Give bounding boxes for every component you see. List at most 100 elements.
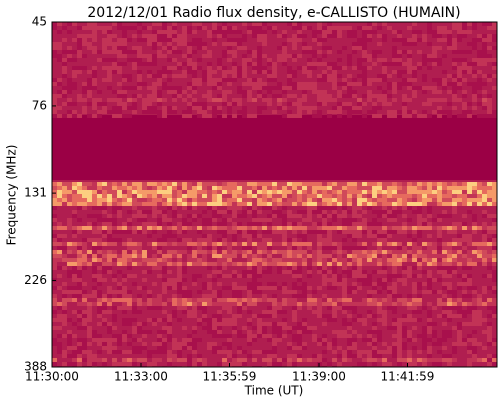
pixel: [87, 214, 92, 218]
pixel: [172, 98, 177, 102]
pixel: [457, 342, 462, 346]
pixel: [337, 102, 342, 106]
pixel: [87, 42, 92, 46]
pixel: [212, 278, 217, 282]
pixel: [422, 110, 427, 114]
pixel: [237, 90, 242, 94]
pixel: [217, 62, 222, 66]
pixel: [117, 306, 122, 310]
pixel: [62, 190, 67, 194]
pixel: [187, 70, 192, 74]
pixel: [397, 226, 402, 230]
pixel: [387, 210, 392, 214]
pixel: [462, 322, 467, 326]
pixel: [262, 194, 267, 198]
pixel: [112, 194, 117, 198]
pixel: [457, 26, 462, 30]
pixel: [452, 298, 457, 302]
pixel: [117, 226, 122, 230]
pixel: [292, 346, 297, 350]
pixel: [212, 242, 217, 246]
pixel: [402, 230, 407, 234]
pixel: [372, 106, 377, 110]
pixel: [252, 242, 257, 246]
pixel: [197, 202, 202, 206]
pixel: [202, 110, 207, 114]
pixel: [242, 74, 247, 78]
pixel: [372, 182, 377, 186]
pixel: [237, 330, 242, 334]
pixel: [307, 190, 312, 194]
pixel: [447, 258, 452, 262]
pixel: [302, 66, 307, 70]
pixel: [122, 90, 127, 94]
pixel: [457, 306, 462, 310]
pixel: [172, 182, 177, 186]
pixel: [127, 194, 132, 198]
pixel: [137, 190, 142, 194]
pixel: [247, 246, 252, 250]
pixel: [287, 22, 292, 26]
pixel: [57, 22, 62, 26]
y-tick-label: 45: [32, 15, 47, 29]
pixel: [307, 246, 312, 250]
pixel: [137, 322, 142, 326]
pixel: [392, 230, 397, 234]
pixel: [432, 46, 437, 50]
pixel: [307, 46, 312, 50]
pixel: [337, 214, 342, 218]
pixel: [257, 38, 262, 42]
pixel: [477, 34, 482, 38]
pixel: [97, 214, 102, 218]
pixel: [137, 258, 142, 262]
pixel: [262, 98, 267, 102]
pixel: [77, 354, 82, 358]
pixel: [452, 238, 457, 242]
pixel: [282, 206, 287, 210]
pixel: [142, 262, 147, 266]
pixel: [157, 346, 162, 350]
pixel: [452, 78, 457, 82]
pixel: [67, 334, 72, 338]
pixel: [397, 210, 402, 214]
pixel: [252, 350, 257, 354]
pixel: [357, 62, 362, 66]
pixel: [57, 58, 62, 62]
pixel: [472, 226, 477, 230]
pixel: [122, 334, 127, 338]
pixel: [77, 362, 82, 366]
pixel: [217, 202, 222, 206]
pixel: [212, 350, 217, 354]
pixel: [62, 194, 67, 198]
pixel: [72, 266, 77, 270]
pixel: [447, 290, 452, 294]
pixel: [112, 334, 117, 338]
pixel: [372, 94, 377, 98]
pixel: [342, 322, 347, 326]
pixel: [217, 270, 222, 274]
pixel: [162, 186, 167, 190]
pixel: [447, 90, 452, 94]
pixel: [227, 246, 232, 250]
pixel: [477, 254, 482, 258]
pixel: [257, 286, 262, 290]
pixel: [362, 222, 367, 226]
pixel: [287, 302, 292, 306]
pixel: [257, 106, 262, 110]
pixel: [67, 330, 72, 334]
pixel: [302, 302, 307, 306]
pixel: [237, 214, 242, 218]
pixel: [222, 254, 227, 258]
pixel: [387, 218, 392, 222]
pixel: [412, 114, 417, 118]
pixel: [352, 338, 357, 342]
pixel: [312, 90, 317, 94]
pixel: [162, 326, 167, 330]
pixel: [332, 298, 337, 302]
pixel: [252, 78, 257, 82]
pixel: [377, 354, 382, 358]
pixel: [97, 226, 102, 230]
pixel: [127, 182, 132, 186]
pixel: [102, 198, 107, 202]
pixel: [207, 82, 212, 86]
